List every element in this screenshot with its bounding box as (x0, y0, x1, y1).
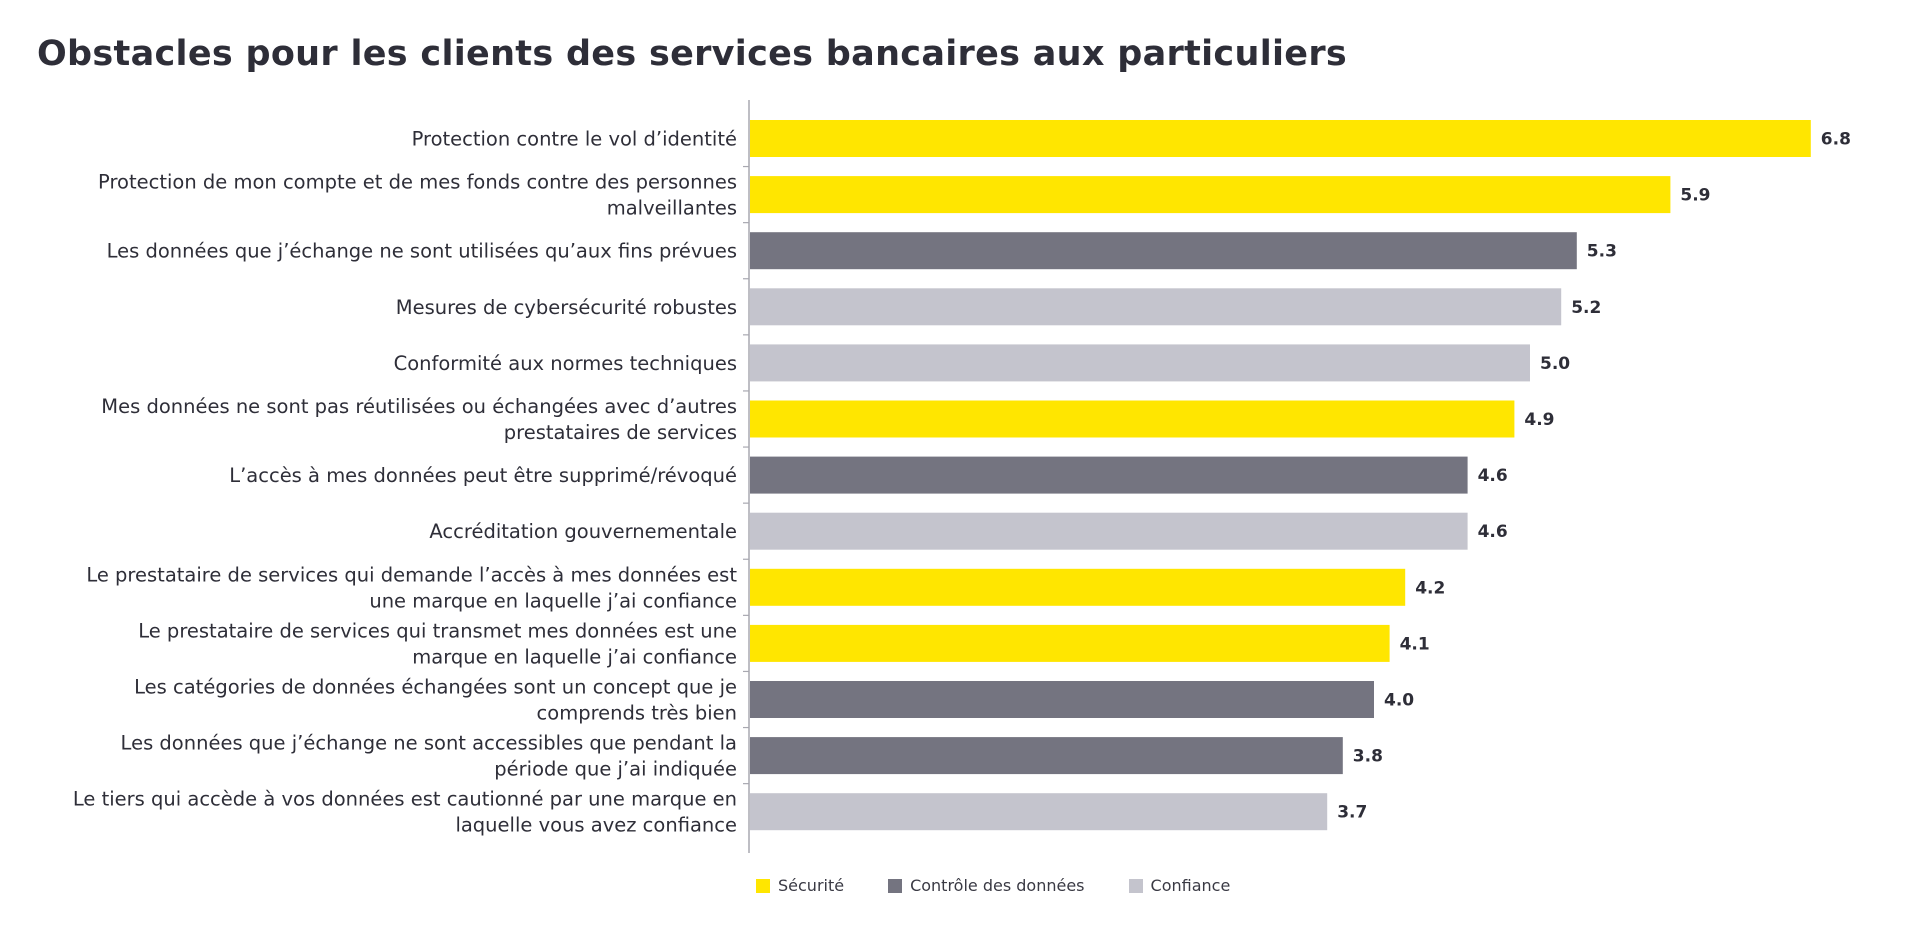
value-label: 5.0 (1540, 354, 1570, 374)
category-label: Le tiers qui accède à vos données est ca… (73, 788, 737, 837)
bar (750, 512, 1468, 550)
value-label: 4.6 (1478, 522, 1508, 542)
legend-item-securite: Sécurité (756, 876, 844, 895)
bar (750, 681, 1374, 718)
category-label: Conformité aux normes techniques (394, 352, 737, 375)
category-label: Les données que j’échange ne sont utilis… (107, 240, 737, 263)
value-label: 5.3 (1587, 242, 1617, 262)
category-label-line: Le prestataire de services qui transmet … (138, 619, 737, 642)
category-label-line: Les catégories de données échangées sont… (134, 676, 737, 699)
value-label: 5.2 (1571, 298, 1601, 318)
y-axis-ticks (743, 165, 749, 785)
category-label-line: une marque en laquelle j’ai confiance (369, 589, 737, 612)
bar (750, 120, 1811, 157)
bars-group (750, 120, 1811, 831)
chart-title: Obstacles pour les clients des services … (37, 34, 1348, 74)
value-label: 3.8 (1353, 747, 1383, 767)
category-label-line: Protection contre le vol d’identité (412, 128, 737, 151)
bar (750, 568, 1406, 606)
value-label: 4.1 (1400, 634, 1430, 654)
bar (750, 288, 1562, 326)
category-label-line: Le tiers qui accède à vos données est ca… (73, 788, 737, 811)
legend-item-confiance: Confiance (1128, 876, 1231, 895)
category-label: L’accès à mes données peut être supprimé… (229, 464, 737, 487)
legend-item-controle-des-donnees: Contrôle des données (888, 876, 1085, 895)
category-label-line: Protection de mon compte et de mes fonds… (98, 171, 737, 194)
legend-label: Confiance (1150, 876, 1231, 895)
legend-label: Sécurité (778, 876, 845, 895)
bar (750, 793, 1328, 831)
bar (750, 176, 1671, 214)
legend-label: Contrôle des données (910, 876, 1085, 895)
category-label: Les catégories de données échangées sont… (134, 676, 737, 725)
category-label: Mes données ne sont pas réutilisées ou é… (101, 395, 737, 444)
value-label: 5.9 (1680, 186, 1710, 206)
category-label-line: malveillantes (607, 197, 737, 220)
category-label-line: Mesures de cybersécurité robustes (396, 296, 737, 319)
value-label: 4.0 (1384, 691, 1414, 711)
value-label: 4.2 (1415, 578, 1445, 598)
category-label-line: Mes données ne sont pas réutilisées ou é… (101, 395, 737, 418)
bar (750, 232, 1577, 270)
bar (750, 737, 1343, 775)
category-label: Protection de mon compte et de mes fonds… (98, 171, 737, 220)
value-label: 3.7 (1337, 803, 1367, 823)
bar (750, 344, 1530, 382)
value-label: 4.9 (1524, 410, 1554, 430)
bar (750, 624, 1390, 662)
category-label: Les données que j’échange ne sont access… (121, 732, 737, 781)
category-label-line: Conformité aux normes techniques (394, 352, 737, 375)
category-label-line: Accréditation gouvernementale (429, 520, 737, 543)
legend-swatch-confiance (1128, 878, 1143, 893)
category-label: Le prestataire de services qui demande l… (86, 563, 737, 612)
value-label: 4.6 (1478, 466, 1508, 486)
category-label-line: prestataires de services (504, 421, 737, 444)
category-labels: Protection contre le vol d’identité Prote… (73, 128, 737, 837)
category-label-line: marque en laquelle j’ai confiance (412, 645, 737, 668)
category-label-line: comprends très bien (537, 702, 737, 725)
category-label-line: Le prestataire de services qui demande l… (86, 563, 737, 586)
value-labels: 6.8 5.9 5.3 5.2 5.0 4.9 4.6 4.6 4.2 4.1 4.0 3.8 3.7 (1337, 130, 1851, 823)
legend: Sécurité Contrôle des données Confiance (756, 876, 1274, 895)
category-label-line: période que j’ai indiquée (494, 758, 737, 781)
category-label-line: Les données que j’échange ne sont utilis… (107, 240, 737, 263)
legend-swatch-securite (756, 878, 770, 893)
category-label: Accréditation gouvernementale (429, 520, 737, 543)
category-label-line: L’accès à mes données peut être supprimé… (229, 464, 737, 487)
category-label: Mesures de cybersécurité robustes (396, 296, 737, 319)
value-label: 6.8 (1821, 130, 1851, 150)
category-label-line: laquelle vous avez confiance (455, 814, 737, 837)
category-label-line: Les données que j’échange ne sont access… (121, 732, 737, 755)
bar (750, 400, 1515, 438)
bar (750, 456, 1468, 494)
category-label: Protection contre le vol d’identité (412, 128, 737, 151)
category-label: Le prestataire de services qui transmet … (138, 619, 737, 668)
legend-swatch-controle-des-donnees (888, 878, 903, 893)
